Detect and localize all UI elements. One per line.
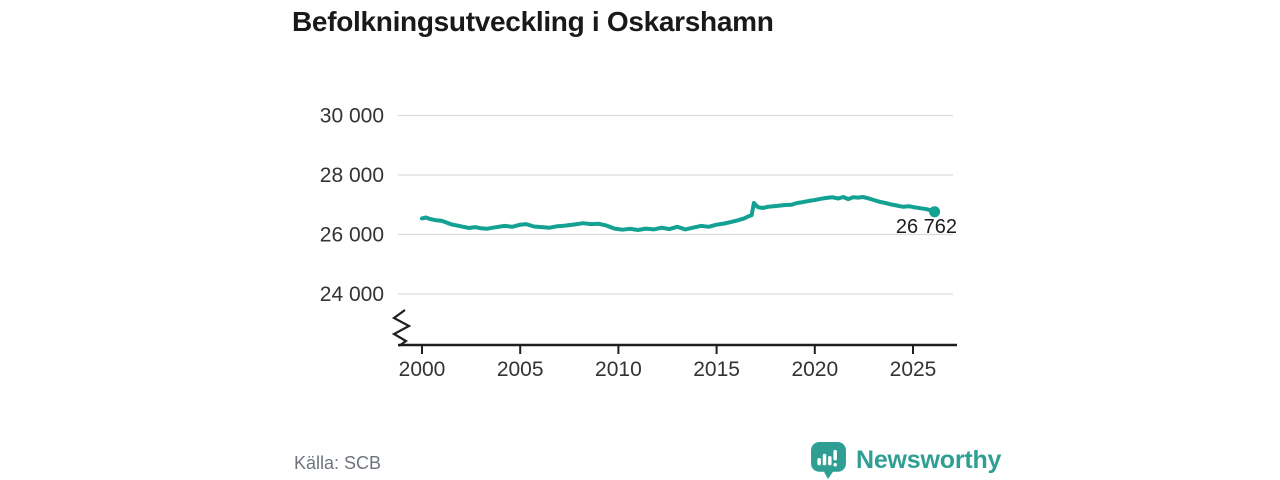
population-line <box>420 195 937 232</box>
newsworthy-logo-icon <box>811 441 846 479</box>
y-tick-label: 26 000 <box>320 224 384 247</box>
source-note: Källa: SCB <box>294 453 382 473</box>
x-tick-label: 2015 <box>693 358 740 381</box>
x-tick-label: 2025 <box>890 358 937 381</box>
last-point-marker <box>929 206 941 218</box>
end-value-label: 26 762 <box>896 216 957 238</box>
x-tick-label: 2005 <box>497 358 544 381</box>
y-tick-label: 30 000 <box>320 105 384 128</box>
x-tick-label: 2010 <box>595 358 642 381</box>
chart-title: Befolkningsutveckling i Oskarshamn <box>292 6 774 37</box>
axis-break-icon <box>391 309 412 347</box>
newsworthy-brand: Newsworthy <box>810 440 1001 480</box>
y-tick-label: 24 000 <box>320 283 384 306</box>
x-tick-label: 2000 <box>399 358 446 381</box>
y-tick-label: 28 000 <box>320 164 384 187</box>
x-tick-label: 2020 <box>791 358 838 381</box>
brand-name: Newsworthy <box>856 445 1002 474</box>
